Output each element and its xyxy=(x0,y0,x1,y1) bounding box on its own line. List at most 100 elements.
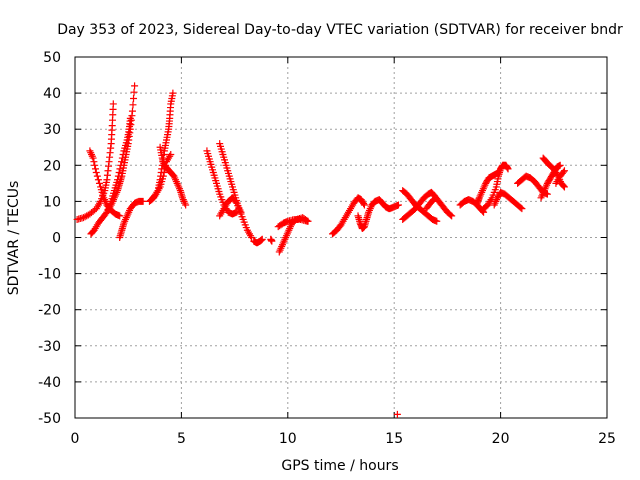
x-tick-label: 0 xyxy=(71,431,80,447)
data-point xyxy=(118,158,126,166)
data-point xyxy=(117,161,125,169)
y-tick-label: -20 xyxy=(38,303,61,319)
y-tick-label: 30 xyxy=(43,122,61,138)
data-point xyxy=(560,182,568,190)
data-point xyxy=(258,235,266,243)
y-tick-label: 20 xyxy=(43,158,61,174)
data-point xyxy=(394,201,402,209)
x-tick-label: 25 xyxy=(598,431,616,447)
chart-title: Day 353 of 2023, Sidereal Day-to-day VTE… xyxy=(57,22,623,38)
series-arc-16 xyxy=(328,194,368,238)
data-point xyxy=(161,165,169,173)
series-arc-08 xyxy=(148,150,175,204)
series-arc-26 xyxy=(514,172,551,198)
data-point xyxy=(89,154,97,162)
data-point xyxy=(504,165,512,173)
data-point xyxy=(237,208,245,216)
data-point xyxy=(159,172,167,180)
x-tick-label: 5 xyxy=(177,431,186,447)
data-point xyxy=(169,89,177,97)
data-marks xyxy=(73,82,568,418)
data-point xyxy=(162,161,170,169)
data-point xyxy=(109,100,117,108)
series-arc-24 xyxy=(480,161,512,213)
x-axis-label: GPS time / hours xyxy=(281,458,398,474)
series-arc-19 xyxy=(399,187,441,225)
series-outlier xyxy=(393,410,401,418)
data-point xyxy=(517,204,525,212)
data-point xyxy=(95,179,103,187)
data-point xyxy=(430,196,438,204)
data-point xyxy=(429,196,437,204)
data-point xyxy=(116,165,124,173)
data-point xyxy=(560,167,568,175)
data-point xyxy=(91,161,99,169)
data-point xyxy=(114,176,122,184)
data-point xyxy=(91,165,99,173)
data-point xyxy=(268,237,276,245)
data-point xyxy=(559,168,567,176)
y-tick-label: -30 xyxy=(38,339,61,355)
y-tick-label: 0 xyxy=(52,231,61,247)
y-tick-label: 50 xyxy=(43,50,61,66)
data-point xyxy=(139,197,147,205)
data-point xyxy=(128,107,136,115)
data-point xyxy=(556,161,564,169)
data-point xyxy=(232,198,240,206)
series-arc-11 xyxy=(216,194,245,220)
data-point xyxy=(115,169,123,177)
grid-lines xyxy=(75,57,607,418)
y-tick-label: -10 xyxy=(38,267,61,283)
series-arc-01 xyxy=(73,100,117,223)
data-point xyxy=(304,217,312,225)
series-arc-29 xyxy=(552,167,568,187)
data-point xyxy=(393,410,401,418)
data-point xyxy=(360,200,368,208)
x-tick-label: 10 xyxy=(279,431,297,447)
series-arc-04 xyxy=(103,114,134,216)
x-tick-label: 15 xyxy=(385,431,403,447)
data-point xyxy=(129,101,137,109)
series-arc-12 xyxy=(250,235,266,247)
data-point xyxy=(160,169,168,177)
data-point xyxy=(94,176,102,184)
data-point xyxy=(92,169,100,177)
data-point xyxy=(87,150,95,158)
data-point xyxy=(448,212,456,220)
data-point xyxy=(114,172,122,180)
data-point xyxy=(560,183,568,191)
data-point xyxy=(182,201,190,209)
data-point xyxy=(167,150,175,158)
series-arc-25 xyxy=(490,188,526,213)
data-point xyxy=(126,114,134,122)
axis-ticks: 0 5 10 15 20 25 50 40 30 20 10 0 -10 -20 -30 -40 -50 xyxy=(38,50,616,447)
y-tick-label: 40 xyxy=(43,86,61,102)
data-point xyxy=(118,154,126,162)
data-point xyxy=(131,82,139,90)
data-point xyxy=(130,88,138,96)
y-tick-label: -50 xyxy=(38,411,61,427)
series-arc-02 xyxy=(86,147,124,220)
series-arc-13 xyxy=(267,235,276,245)
data-point xyxy=(518,205,526,213)
data-point xyxy=(90,158,98,166)
data-point xyxy=(248,234,256,241)
y-axis-label: SDTVAR / TECUs xyxy=(6,181,22,296)
series-arc-05 xyxy=(116,197,147,241)
data-point xyxy=(119,150,127,158)
data-point xyxy=(433,217,441,225)
data-point xyxy=(447,211,455,219)
data-point xyxy=(360,201,368,209)
series-arc-22 xyxy=(456,196,488,216)
series-arc-21 xyxy=(422,196,438,213)
series-arc-18 xyxy=(386,201,402,213)
data-point xyxy=(93,172,101,180)
series-arc-10 xyxy=(216,140,256,241)
y-tick-label: 10 xyxy=(43,194,61,210)
data-point xyxy=(130,95,138,103)
data-point xyxy=(303,216,311,224)
series-arc-15 xyxy=(275,214,312,256)
series-arc-20 xyxy=(399,188,456,223)
data-point xyxy=(116,212,124,220)
